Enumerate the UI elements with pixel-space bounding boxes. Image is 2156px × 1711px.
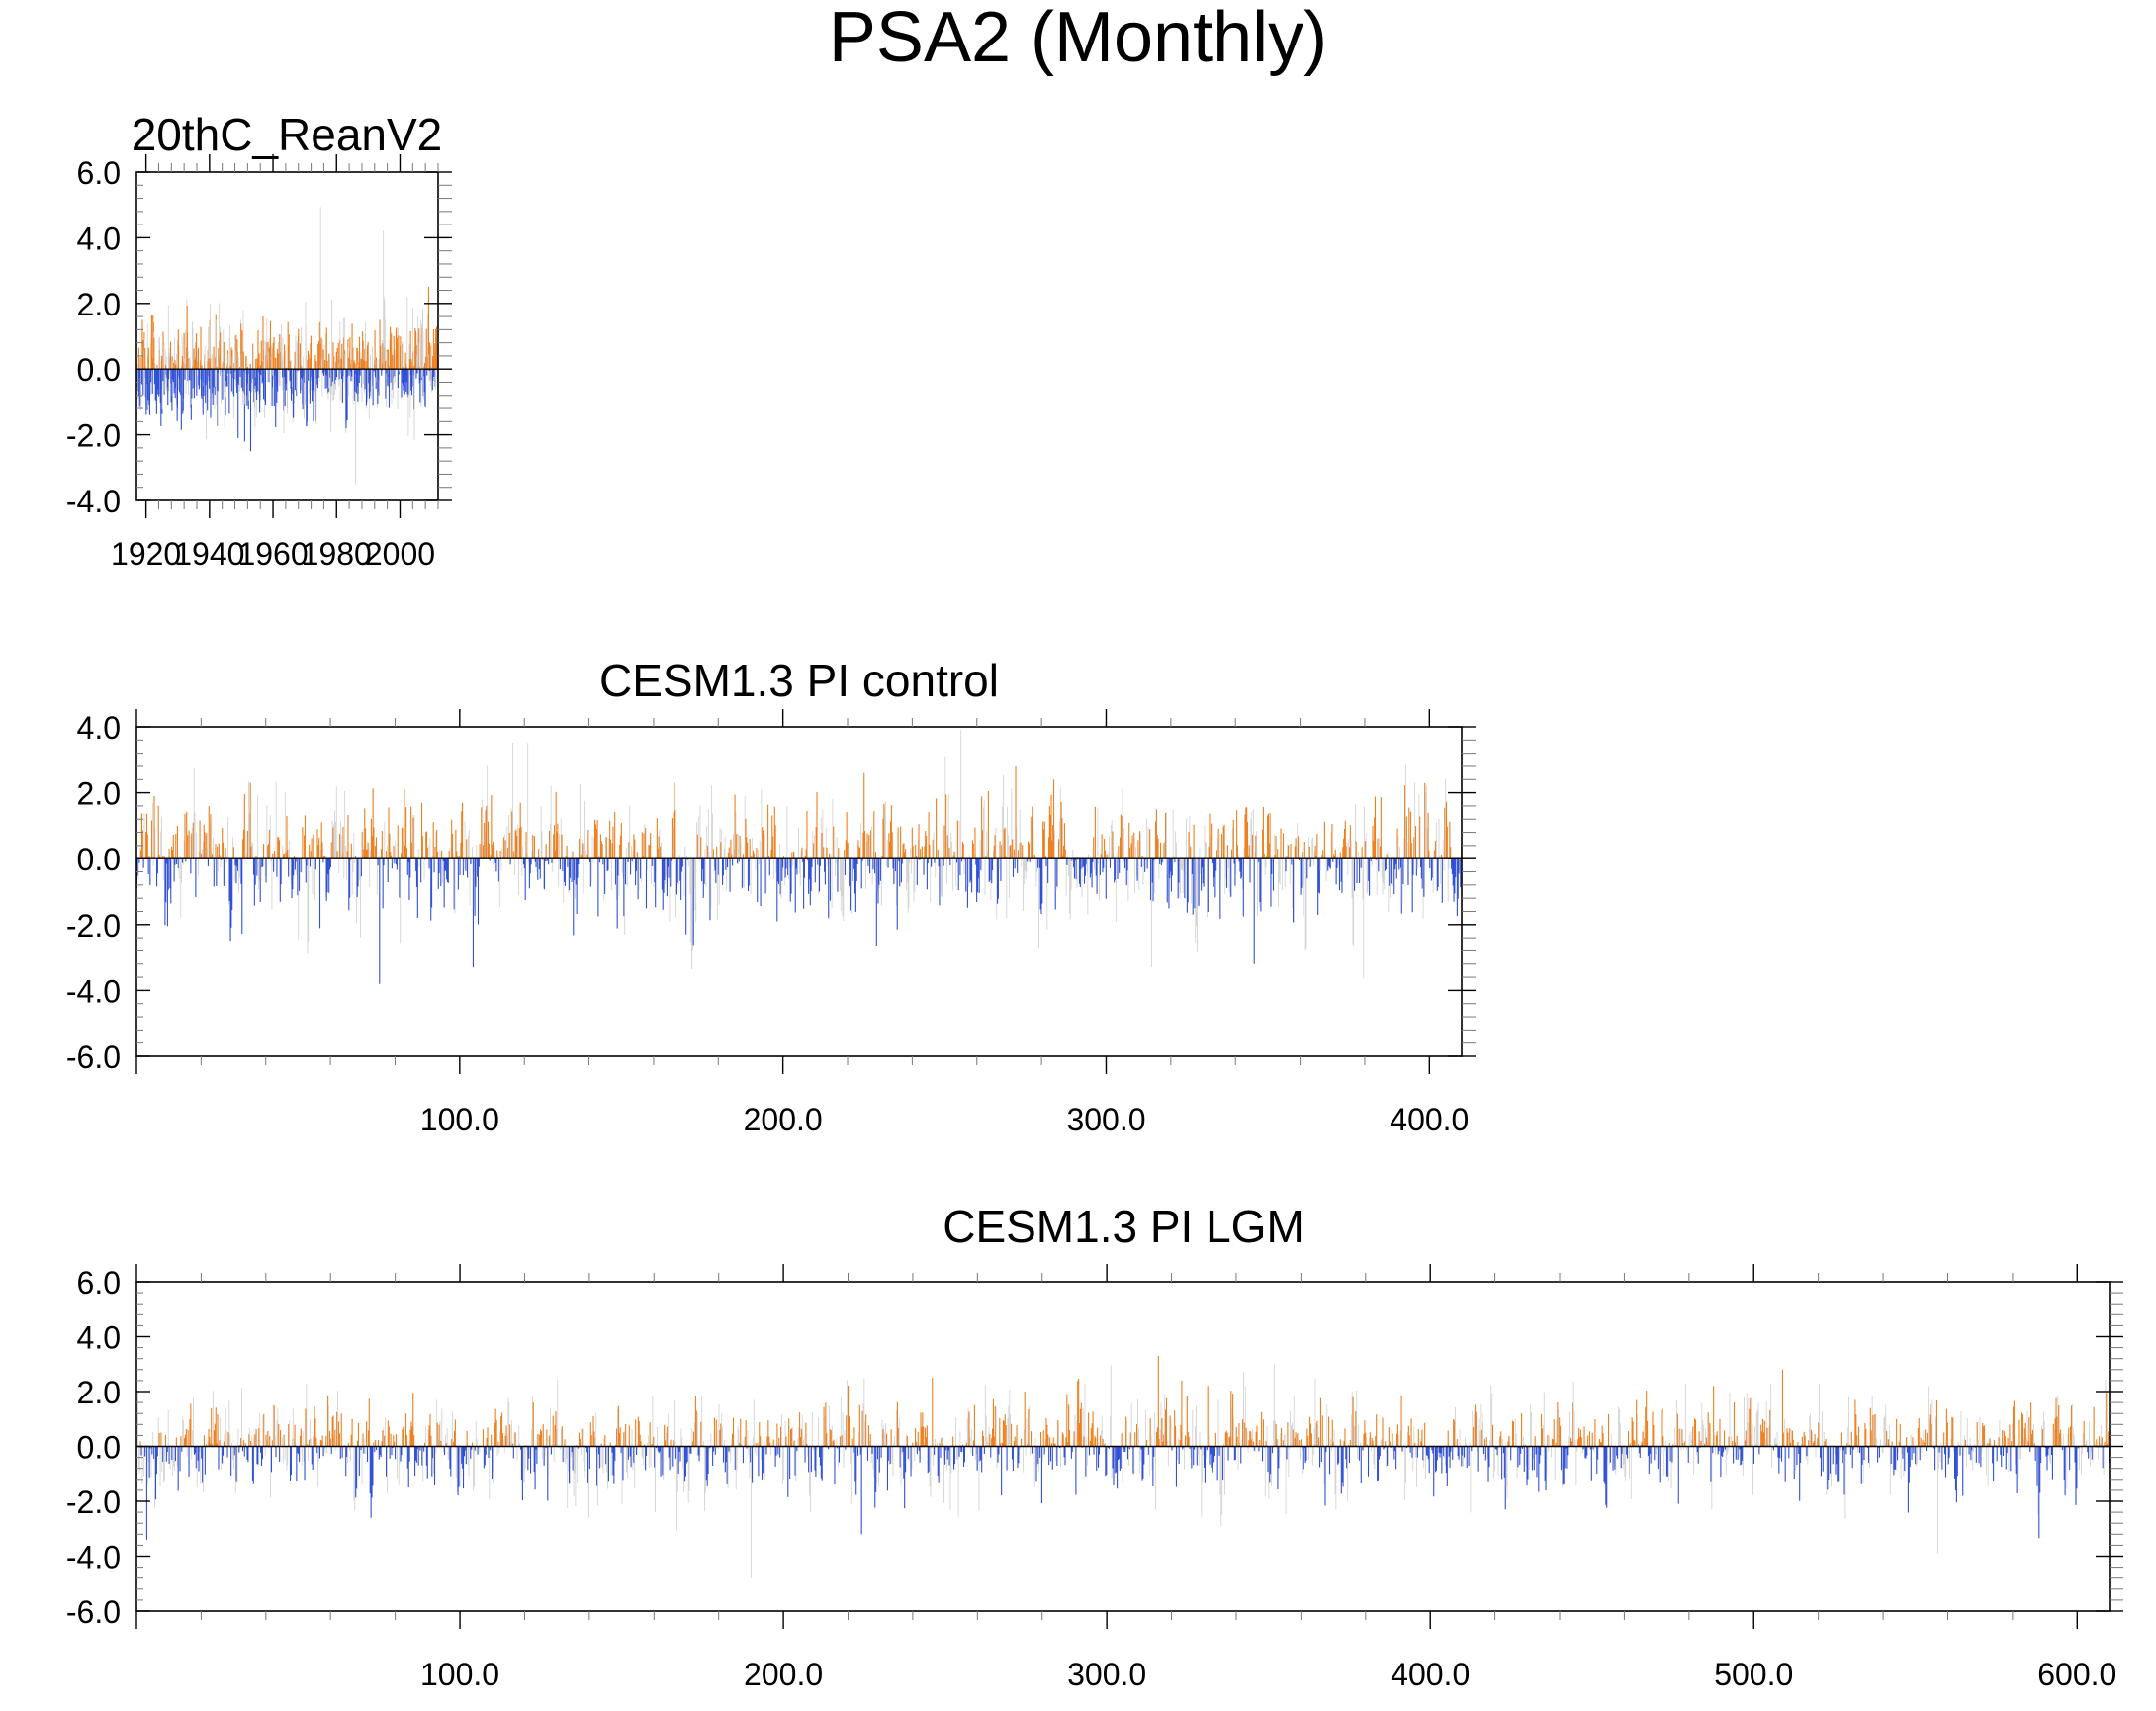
y-tick-label: 2.0 [77,776,121,812]
plot-frame [135,171,439,501]
x-tick-label: 1920 [111,536,181,572]
panel-pi-lgm: CESM1.3 PI LGM 6.04.02.00.0-2.0-4.0-6.01… [66,1201,2123,1692]
bar-series [135,730,1463,984]
y-tick-label: -4.0 [66,484,121,519]
panel-title: CESM1.3 PI LGM [943,1201,1304,1252]
y-tick-label: 2.0 [77,287,121,322]
x-tick-label: 200.0 [744,1102,823,1137]
y-tick-label: 0.0 [77,842,121,877]
panel-pi-control: CESM1.3 PI control 4.0 2.0 0.0 -2.0 -4.0 -6.0… [66,655,1476,1137]
plot-frame [135,726,1463,1057]
y-tick-label: 4.0 [77,221,121,256]
x-tick-label: 2000 [365,536,435,572]
x-tick-label: 400.0 [1390,1102,1469,1137]
panel-20thc-reanv2: 20thC_ReanV2 6.0 4.0 2.0 0.0 -2.0 -4.0 1920194… [66,109,452,572]
y-tick-label: 0.0 [77,352,121,388]
y-tick-label: 6.0 [77,155,121,191]
y-tick-label: -2.0 [66,418,121,454]
panel-title: CESM1.3 PI control [599,655,999,706]
y-tick-label: -4.0 [66,973,121,1009]
panel-title: 20thC_ReanV2 [132,109,443,160]
x-tick-label: 300.0 [1066,1102,1145,1137]
bar-series [135,207,439,485]
y-tick-label: 4.0 [77,710,121,746]
x-tick-label: 1940 [174,536,244,572]
x-tick-label: 100.0 [420,1102,499,1137]
page-title: PSA2 (Monthly) [829,0,1327,77]
y-tick-label: -6.0 [66,1039,121,1075]
x-tick-label: 1980 [302,536,372,572]
x-tick-label: 1960 [237,536,308,572]
bar-series [136,1355,2111,1578]
y-tick-label: -2.0 [66,908,121,944]
